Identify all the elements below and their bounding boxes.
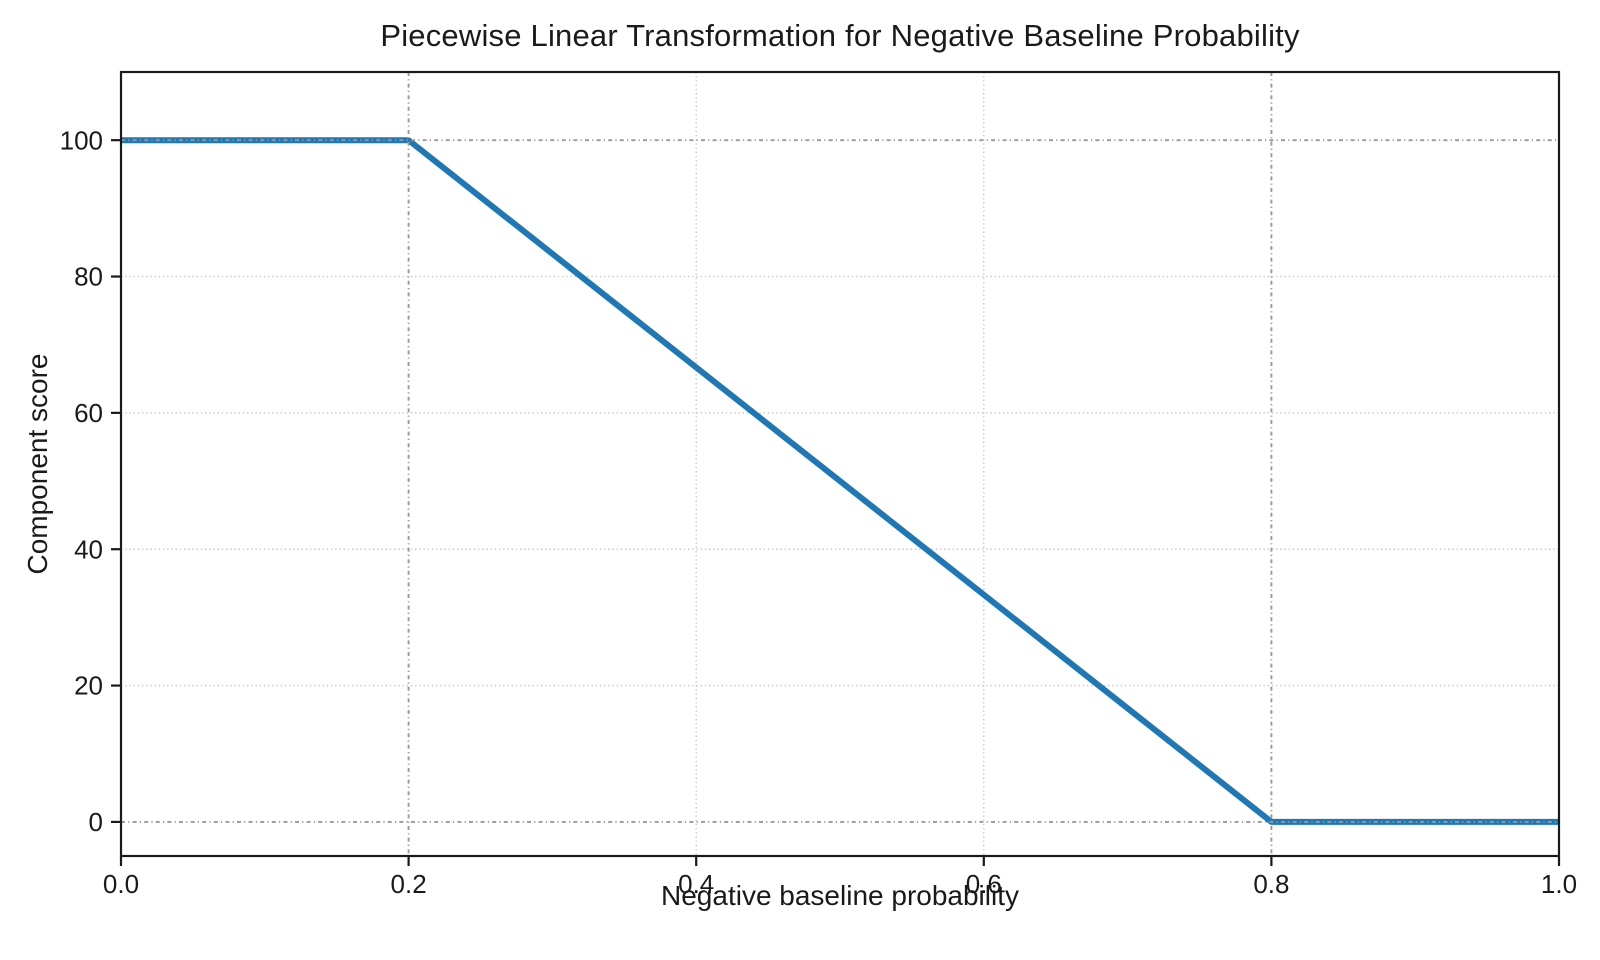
series-line-component-score	[121, 137, 1559, 825]
chart-title: Piecewise Linear Transformation for Nega…	[380, 18, 1300, 53]
x-tick-label: 0.6	[966, 869, 1002, 899]
y-axis-label: Component score	[22, 353, 53, 575]
y-tick-label: 60	[74, 398, 103, 428]
x-axis-label: Negative baseline probability	[661, 880, 1019, 911]
y-tick-label: 40	[74, 534, 103, 564]
x-tick-label: 0.0	[103, 869, 139, 899]
y-tick-label: 100	[60, 125, 103, 155]
y-tick-label: 80	[74, 262, 103, 292]
x-tick-label: 0.2	[391, 869, 427, 899]
x-tick-label: 0.8	[1253, 869, 1289, 899]
plot-frame	[119, 70, 1561, 858]
y-tick-label: 20	[74, 671, 103, 701]
x-tick-label: 1.0	[1541, 869, 1577, 899]
x-tick-label: 0.4	[678, 869, 714, 899]
y-tick-label: 0	[89, 807, 103, 837]
